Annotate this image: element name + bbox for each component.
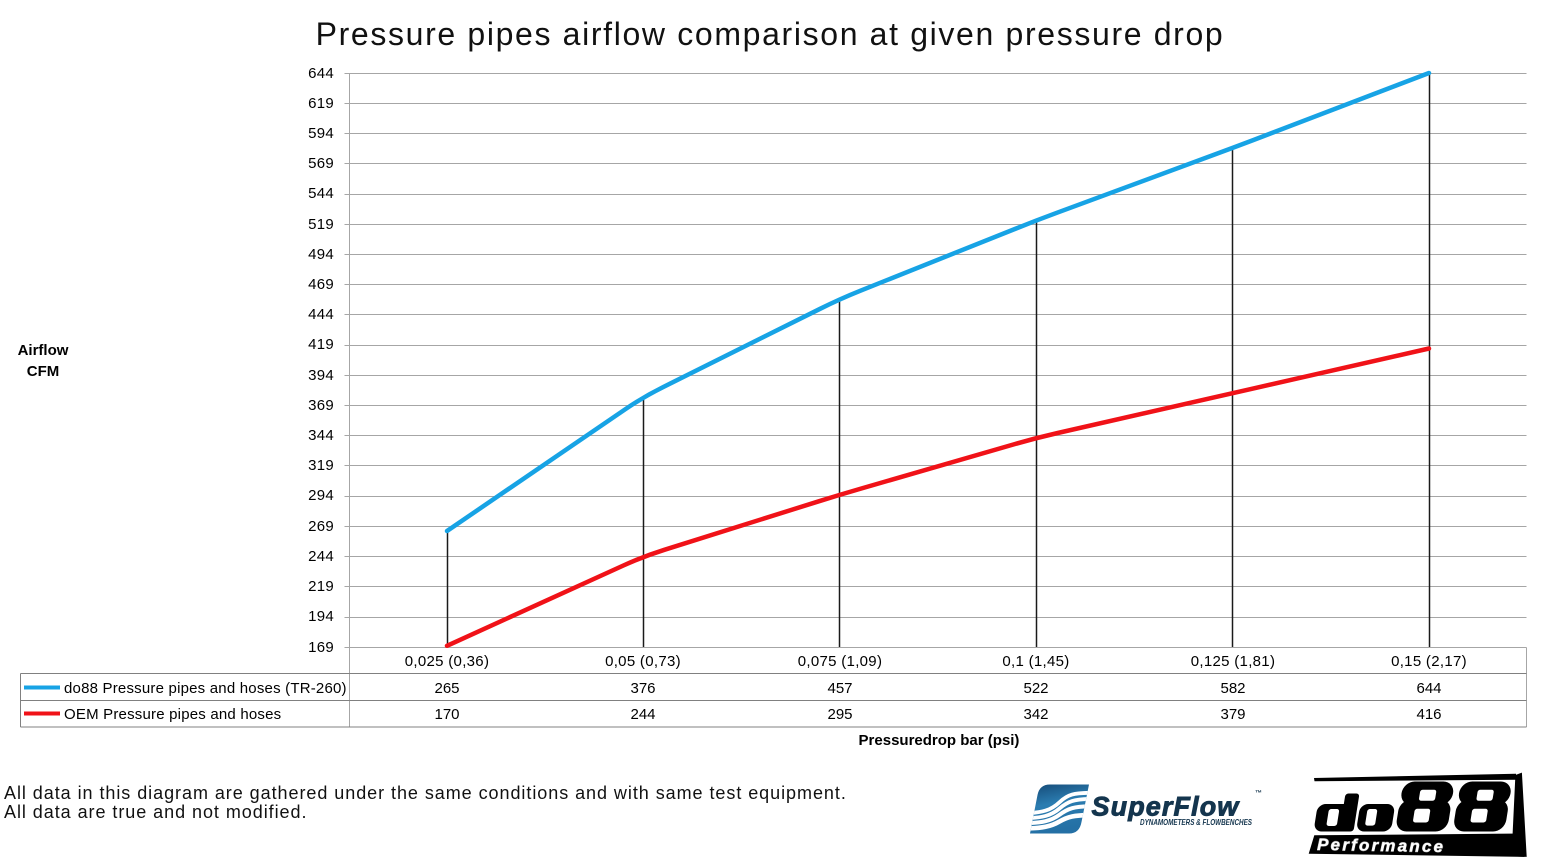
svg-text:DYNAMOMETERS & FLOWBENCHES: DYNAMOMETERS & FLOWBENCHES [1140,818,1253,827]
svg-text:SuperFlow: SuperFlow [1092,791,1241,821]
svg-text:™: ™ [1255,790,1262,797]
